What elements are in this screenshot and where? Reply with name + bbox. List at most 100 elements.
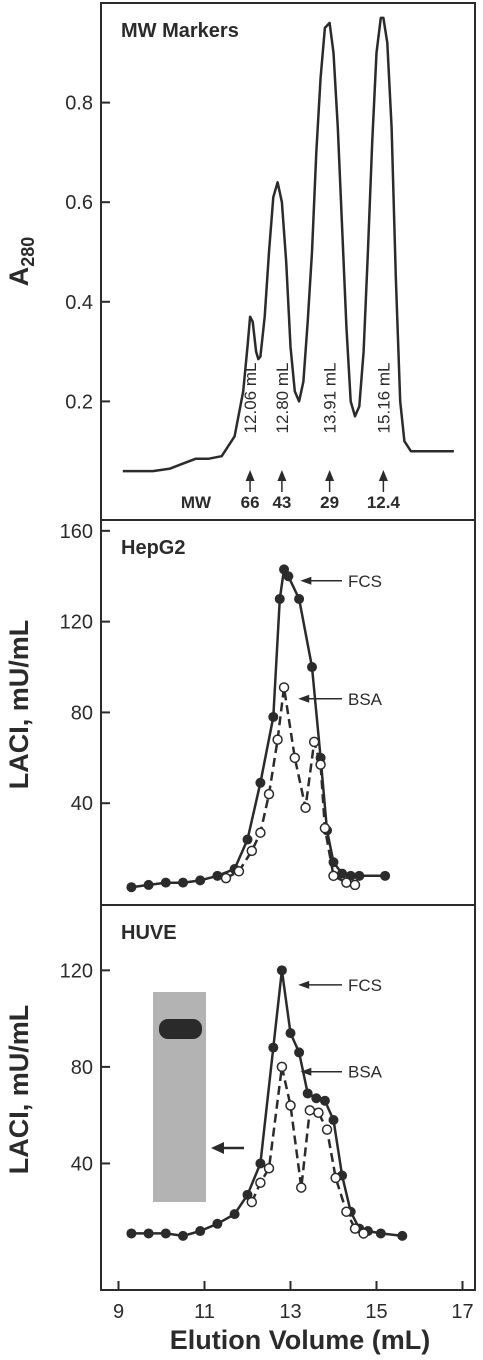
- series-leader-head: [298, 980, 310, 989]
- series-line-fcs: [131, 568, 386, 889]
- data-point-fcs: [307, 662, 317, 673]
- absorbance-trace: [122, 16, 454, 473]
- labels: Elution Volume (mL) 9 11 13 15 17 MW Markers 0…: [4, 20, 474, 1355]
- peak-elution-label: 13.91 mL: [321, 363, 340, 434]
- data-point-bsa: [296, 1182, 307, 1193]
- peak-arrow-head: [378, 470, 388, 481]
- peak-elution-text: 12.80 mL: [273, 363, 292, 434]
- data-point-fcs: [380, 870, 391, 881]
- y-tick-label: 0.8: [65, 93, 93, 115]
- data-point-fcs: [354, 870, 365, 881]
- data-point-fcs: [328, 857, 339, 868]
- mw-value: 66: [241, 493, 260, 512]
- data-point-fcs: [397, 1230, 408, 1241]
- x-tick-label: 17: [451, 1301, 473, 1323]
- data-point-bsa: [285, 1100, 296, 1111]
- data-point-fcs: [143, 1228, 154, 1239]
- y-tick-label: 0.4: [65, 292, 93, 314]
- y-axis-label: A280: [4, 237, 38, 287]
- data-point-fcs: [143, 879, 154, 890]
- data-point-fcs: [328, 1115, 339, 1125]
- data-point-fcs: [242, 834, 253, 845]
- x-axis-label: Elution Volume (mL): [170, 1325, 430, 1355]
- x-tick-label: 9: [113, 1301, 124, 1323]
- data-point-fcs: [195, 1226, 206, 1237]
- y-tick-label: 120: [60, 612, 93, 634]
- x-tick-label: 11: [194, 1301, 215, 1323]
- peak-elution-text: 15.16 mL: [374, 363, 393, 434]
- mw-value: 43: [272, 493, 291, 512]
- peak-elution-label: 12.06 mL: [241, 363, 260, 434]
- data-point-fcs: [255, 1158, 266, 1169]
- data-point-fcs: [255, 777, 266, 788]
- series-label-bsa: BSA: [348, 690, 383, 709]
- data-point-bsa: [319, 822, 331, 834]
- data-point-fcs: [178, 877, 188, 888]
- data-point-bsa: [289, 752, 301, 764]
- data-point-bsa: [278, 682, 290, 693]
- data-point-fcs: [274, 593, 285, 604]
- data-point-fcs: [311, 1093, 322, 1104]
- data-point-fcs: [212, 1218, 223, 1229]
- peak-elution-label: 12.80 mL: [273, 363, 292, 434]
- data-point-bsa: [315, 759, 326, 770]
- y-axis-label: LACI, mU/mL: [4, 1005, 34, 1175]
- data-point-bsa: [358, 1228, 369, 1239]
- series-label-fcs: FCS: [348, 976, 382, 995]
- peak-elution-label: 15.16 mL: [374, 363, 393, 434]
- data-point-bsa: [263, 1163, 275, 1174]
- peak-elution-text: 12.06 mL: [241, 363, 260, 434]
- y-tick-label: 40: [71, 1153, 93, 1175]
- data-point-bsa: [263, 788, 275, 800]
- data-point-bsa: [255, 1177, 266, 1189]
- peak-arrow-head: [325, 470, 335, 481]
- gel-arrow-head: [211, 1142, 224, 1154]
- data-point-fcs: [229, 1209, 240, 1220]
- data-point-bsa: [330, 1172, 341, 1184]
- axes: [101, 101, 464, 1290]
- series-label-bsa: BSA: [348, 1063, 383, 1082]
- data-point-fcs: [268, 1042, 279, 1053]
- y-tick-label: 0.2: [65, 391, 93, 413]
- gel-band: [159, 1019, 202, 1039]
- series-label-fcs: FCS: [348, 572, 382, 591]
- mw-value: 12.4: [367, 493, 401, 512]
- data-point-fcs: [283, 571, 294, 582]
- data-point-fcs: [375, 1228, 386, 1239]
- data-point-fcs: [268, 711, 279, 722]
- data-point-bsa: [349, 1223, 361, 1234]
- peak-arrow-head: [277, 470, 287, 481]
- data-point-bsa: [233, 866, 245, 877]
- data-point-bsa: [272, 734, 283, 745]
- series-leader-head: [300, 1067, 312, 1076]
- data-point-bsa: [246, 845, 258, 857]
- peak-elution-text: 13.91 mL: [321, 363, 340, 434]
- series-leader-head: [300, 576, 312, 585]
- data-point-bsa: [246, 1196, 258, 1208]
- data-point-bsa: [321, 1124, 333, 1135]
- y-tick-label: 0.6: [65, 192, 93, 214]
- y-tick-label: 160: [60, 521, 93, 543]
- data-point-bsa: [300, 802, 311, 814]
- series-line-bsa: [225, 686, 356, 887]
- y-tick-label: 80: [71, 702, 93, 724]
- panel-title: HepG2: [121, 537, 185, 559]
- data-point-fcs: [212, 870, 223, 881]
- y-axis-label-text: LACI, mU/mL: [4, 620, 34, 790]
- data-point-fcs: [126, 1228, 137, 1239]
- data-point-bsa: [308, 736, 320, 748]
- data-point-fcs: [126, 882, 137, 893]
- y-tick-label: 120: [60, 960, 93, 982]
- panel-title: HUVE: [121, 922, 177, 944]
- x-tick-label: 13: [279, 1301, 301, 1323]
- y-axis-label-subscript: 280: [18, 237, 38, 267]
- data-point-bsa: [255, 827, 266, 838]
- panel-title: MW Markers: [121, 20, 239, 42]
- data-point-fcs: [276, 965, 287, 976]
- data-point-bsa: [313, 1107, 324, 1119]
- figure-frame: [100, 2, 476, 1291]
- data-point-fcs: [160, 877, 171, 888]
- series-leader-head: [298, 694, 310, 703]
- data-point-bsa: [304, 1105, 316, 1116]
- panel-frames: [100, 2, 476, 1291]
